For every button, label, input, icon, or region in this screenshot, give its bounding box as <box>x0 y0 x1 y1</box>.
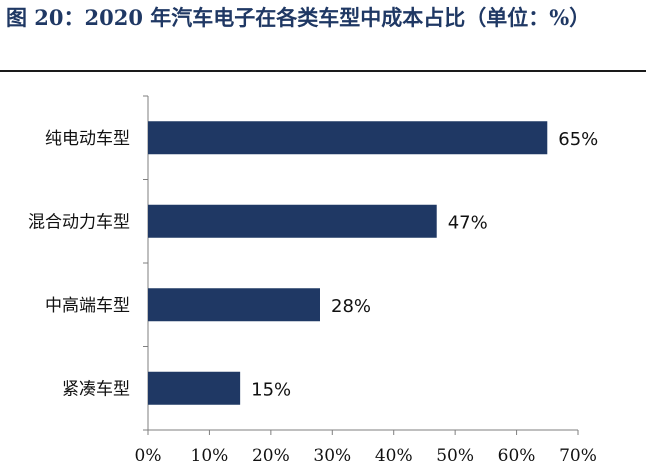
category-label: 混合动力车型 <box>28 212 130 232</box>
x-tick-label: 40% <box>375 446 413 464</box>
data-label: 65% <box>558 129 598 150</box>
category-label: 纯电动车型 <box>45 129 130 149</box>
x-tick-label: 10% <box>191 446 229 464</box>
bar <box>148 121 548 155</box>
bar <box>148 371 241 405</box>
x-tick-label: 30% <box>313 446 351 464</box>
data-label: 28% <box>331 296 371 317</box>
chart-title: 图 20：2020 年汽车电子在各类车型中成本占比（单位：%） <box>6 5 591 30</box>
category-label: 紧凑车型 <box>62 379 130 399</box>
x-tick-label: 0% <box>135 446 162 464</box>
x-tick-label: 50% <box>436 446 474 464</box>
x-tick-label: 20% <box>252 446 290 464</box>
x-tick-label: 70% <box>559 446 597 464</box>
bar <box>148 204 437 238</box>
x-tick-label: 60% <box>498 446 536 464</box>
bar <box>148 288 320 322</box>
category-label: 中高端车型 <box>45 296 130 316</box>
title-divider <box>0 70 646 72</box>
data-label: 15% <box>251 379 291 400</box>
data-label: 47% <box>448 212 488 233</box>
